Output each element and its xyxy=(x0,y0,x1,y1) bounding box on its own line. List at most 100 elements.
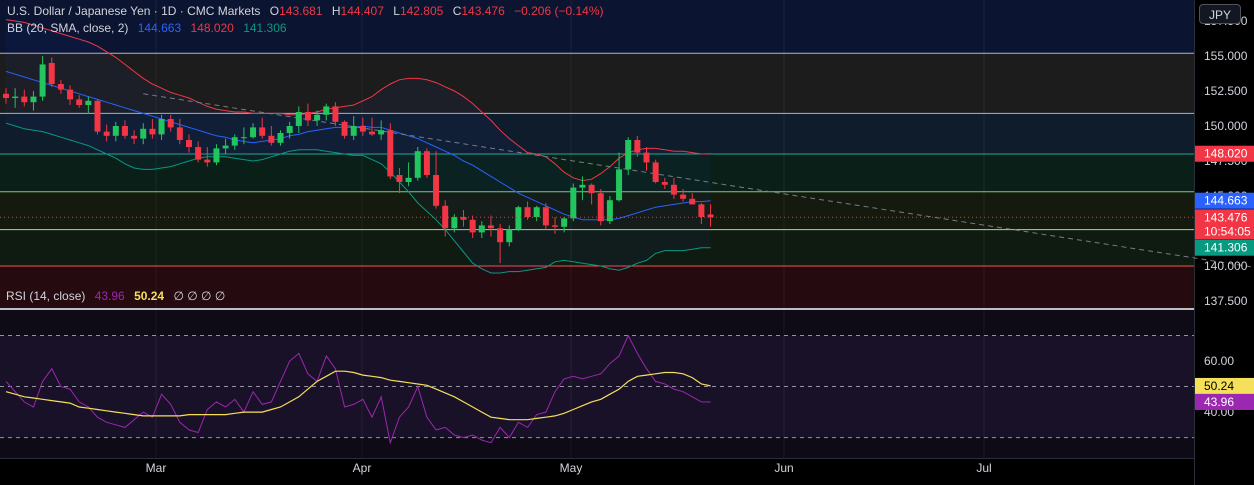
candle xyxy=(268,126,275,146)
candle-body xyxy=(250,127,257,138)
candle xyxy=(597,189,604,226)
rsi-badge-text: 43.96 xyxy=(1204,395,1234,409)
rsi-tick-label: 60.00 xyxy=(1204,354,1234,368)
time-tick-label: May xyxy=(560,461,583,475)
candle xyxy=(670,177,677,199)
candle xyxy=(478,221,485,238)
bb-upper-line xyxy=(5,19,711,182)
candle-body xyxy=(304,112,311,121)
candle-body xyxy=(661,182,668,185)
candle-body xyxy=(561,218,568,227)
candle xyxy=(341,120,348,139)
rsi-pane xyxy=(0,334,1194,445)
rsi-pane-bg xyxy=(0,310,1194,458)
close-value: 143.476 xyxy=(461,4,505,18)
candle-body xyxy=(497,228,504,243)
time-tick-label: Mar xyxy=(146,461,167,475)
candle xyxy=(433,151,440,209)
rsi-badge-bg xyxy=(1195,393,1254,410)
candle-body xyxy=(478,225,485,233)
candle-body xyxy=(442,205,449,229)
candle xyxy=(295,106,302,133)
candle xyxy=(259,117,266,139)
candle xyxy=(94,99,101,135)
bb-upper-value: 148.020 xyxy=(190,21,234,35)
price-badge: 148.020 xyxy=(1195,145,1254,162)
price-tick-label: 140.000 xyxy=(1204,259,1248,273)
candle-body xyxy=(158,119,165,135)
candle xyxy=(250,123,257,139)
price-badge-bg xyxy=(1195,192,1254,209)
price-tick-label: 155.000 xyxy=(1204,49,1248,63)
currency-button[interactable]: JPY xyxy=(1199,4,1241,24)
candle xyxy=(542,203,549,230)
candle-body xyxy=(506,229,513,243)
candle xyxy=(314,110,321,126)
candle-body xyxy=(597,193,604,222)
candle xyxy=(176,119,183,145)
price-axis[interactable]: 157.500155.000152.500150.000147.500145.0… xyxy=(1195,14,1254,308)
candle xyxy=(323,103,330,121)
candle xyxy=(570,183,577,222)
candle-body xyxy=(579,184,586,188)
candle-body xyxy=(195,147,202,160)
candle xyxy=(369,117,375,136)
price-tick-label: 137.500 xyxy=(1204,294,1248,308)
candle-body xyxy=(369,131,375,135)
zone-band xyxy=(0,266,1194,308)
open-label: O xyxy=(269,4,280,18)
candle-body xyxy=(396,175,403,182)
candle-body xyxy=(652,162,659,182)
trend-line[interactable] xyxy=(143,93,1254,301)
candle xyxy=(689,193,696,205)
bb-label[interactable]: BB (20, SMA, close, 2) xyxy=(7,21,129,35)
trend-line-dashed[interactable] xyxy=(143,93,1254,301)
candle xyxy=(30,91,37,111)
bb-legend[interactable]: BB (20, SMA, close, 2) 144.663 148.020 1… xyxy=(7,21,293,35)
candle-body xyxy=(85,100,92,105)
candle xyxy=(680,189,687,202)
candle-body xyxy=(332,106,339,122)
rsi-ma-value: 50.24 xyxy=(134,289,165,303)
low-label: L xyxy=(393,4,400,18)
symbol-title[interactable]: U.S. Dollar / Japanese Yen · 1D · CMC Ma… xyxy=(7,4,261,18)
candle xyxy=(414,147,421,181)
bb-lower-value: 141.306 xyxy=(243,21,287,35)
close-label: C xyxy=(452,4,462,18)
candle-body xyxy=(76,99,83,105)
candle-body xyxy=(131,135,138,139)
candle xyxy=(140,123,147,145)
candle xyxy=(57,79,64,94)
rsi-label[interactable]: RSI (14, close) xyxy=(6,289,86,303)
rsi-line xyxy=(5,334,711,445)
zone-band xyxy=(0,191,1194,230)
candle-body xyxy=(378,130,385,135)
candle xyxy=(222,138,229,154)
candle xyxy=(378,120,385,140)
candle-body xyxy=(140,128,147,139)
candle xyxy=(204,147,211,167)
price-tick-label: 152.500 xyxy=(1204,84,1248,98)
price-badge-text: 143.476 xyxy=(1204,210,1248,224)
candle xyxy=(442,200,449,237)
candle xyxy=(231,134,238,150)
candle xyxy=(103,124,110,142)
candle xyxy=(277,130,284,146)
low-value: 142.805 xyxy=(399,4,444,18)
candle xyxy=(616,152,623,202)
candle-body xyxy=(524,207,531,217)
candle-body xyxy=(204,159,211,163)
candle-body xyxy=(57,84,64,90)
candle-body xyxy=(259,127,266,136)
candle-body xyxy=(21,96,28,103)
candle-body xyxy=(405,177,412,182)
price-badge-bg xyxy=(1195,209,1254,240)
candle-body xyxy=(12,96,19,98)
symbol-legend[interactable]: U.S. Dollar / Japanese Yen · 1D · CMC Ma… xyxy=(7,4,610,18)
rsi-legend[interactable]: RSI (14, close) 43.96 50.24 ∅ ∅ ∅ ∅ xyxy=(6,289,231,303)
candle-body xyxy=(616,169,623,201)
candle-body xyxy=(176,127,183,140)
time-axis[interactable]: Mar Apr May Jun Jul xyxy=(146,461,992,475)
